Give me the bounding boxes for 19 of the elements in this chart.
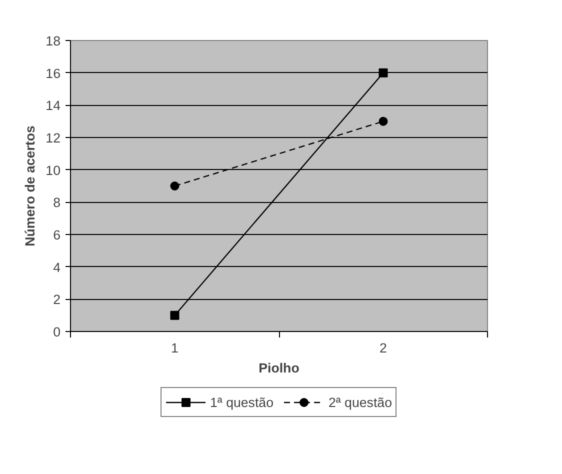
y-tick-label: 0	[53, 324, 61, 340]
point	[378, 68, 388, 78]
x-axis-title: Piolho	[258, 360, 300, 376]
y-tick-label: 12	[46, 130, 61, 146]
legend-label: 2ª questão	[328, 394, 392, 410]
legend-label: 1ª questão	[210, 394, 274, 410]
point	[170, 310, 180, 320]
y-tick-label: 14	[46, 98, 62, 114]
y-tick-label: 16	[46, 66, 61, 81]
y-tick-label: 4	[53, 260, 62, 275]
point	[378, 116, 388, 126]
y-tick-label: 10	[46, 162, 61, 178]
y-tick-label: 18	[46, 34, 61, 48]
y-tick-label: 2	[53, 292, 61, 308]
y-axis-title: Número de acertos	[22, 126, 38, 246]
y-tick-label: 6	[53, 228, 61, 242]
x-tick-label: 1	[171, 340, 178, 356]
y-tick-label: 8	[53, 195, 61, 210]
point	[170, 182, 180, 190]
